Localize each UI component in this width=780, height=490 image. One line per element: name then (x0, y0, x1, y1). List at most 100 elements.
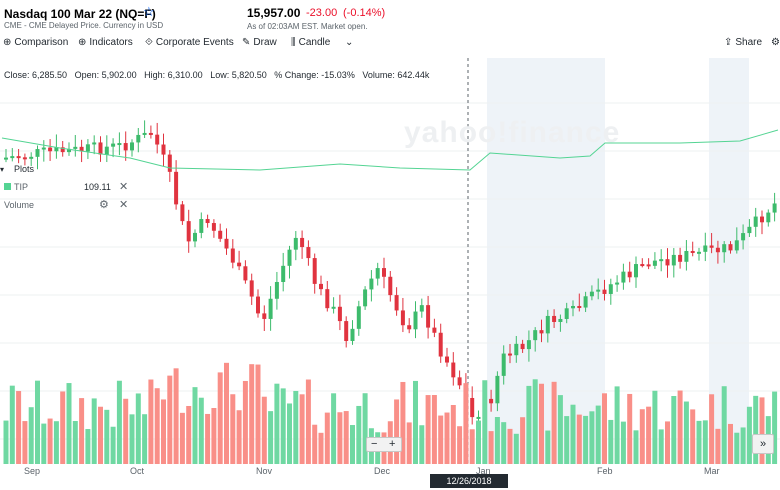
plots-label[interactable]: Plots (14, 164, 35, 174)
candle-body (117, 143, 122, 146)
volume-bar (154, 388, 160, 464)
close-icon[interactable]: ✕ (119, 199, 129, 211)
candle-body (665, 259, 670, 266)
volume-bar (734, 432, 740, 464)
corporate-events-label: Corporate Events (155, 37, 234, 48)
candle-body (419, 305, 424, 312)
ohlc-readout: Close: 6,285.50 Open: 5,902.00 High: 6,3… (4, 70, 429, 80)
candle-body (29, 156, 34, 159)
price-chart[interactable]: yahoo!finance Close: 6,285.50 Open: 5,90… (0, 58, 780, 464)
collapse-caret-icon[interactable]: ▾ (0, 165, 5, 174)
volume-bar (129, 414, 135, 464)
volume-bar (551, 381, 557, 464)
candle-body (558, 318, 563, 322)
volume-bar (236, 410, 242, 464)
indicators-button[interactable]: ⊕ Indicators (78, 37, 133, 48)
shaded-region (487, 58, 605, 464)
volume-bar (620, 421, 626, 464)
candle-body (564, 308, 569, 319)
candle-body (10, 156, 15, 159)
volume-bar (47, 418, 53, 464)
volume-bar (526, 385, 532, 464)
volume-bar (173, 368, 179, 464)
candle-body (520, 343, 525, 350)
candle-button[interactable]: ⫼ Candle (291, 37, 330, 48)
candle-body (230, 248, 235, 263)
symbol-subtitle: CME - CME Delayed Price. Currency in USD (4, 21, 164, 30)
candle-body (363, 289, 368, 307)
crosshair-date-label: 12/26/2018 (430, 474, 508, 488)
volume-bar (595, 405, 601, 464)
volume-bar (602, 393, 607, 464)
candle-body (224, 238, 229, 249)
candle-body (300, 237, 305, 248)
volume-bar (570, 404, 576, 464)
candle-body (281, 265, 286, 282)
volume-bar (690, 409, 696, 464)
volume-bar (539, 383, 544, 464)
candle-body (533, 330, 538, 341)
star-icon[interactable]: ☆ (143, 4, 155, 19)
candle-body (155, 134, 160, 145)
candle-body (438, 332, 443, 357)
volume-bar (41, 423, 47, 464)
chart-toolbar: ⊕ Comparison ⊕ Indicators ⟐ Corporate Event… (0, 34, 780, 54)
volume-bar (564, 416, 570, 464)
volume-bar (677, 390, 683, 464)
candle-body (274, 281, 279, 299)
candle-body (262, 313, 267, 319)
volume-bar (60, 391, 66, 464)
candle-body (312, 258, 317, 284)
corporate-events-button[interactable]: ⟐ Corporate Events (145, 37, 234, 48)
close-icon[interactable]: ✕ (119, 181, 129, 193)
volume-bar (419, 425, 425, 464)
plus-circle-icon: ⊕ (3, 37, 12, 48)
candle-body (577, 305, 582, 308)
gear-icon[interactable]: ⚙ (99, 199, 109, 211)
candle-body (715, 247, 720, 253)
volume-bar (715, 428, 721, 464)
ohlc-high: High: 6,310.00 (144, 70, 203, 80)
volume-bar (79, 398, 85, 464)
chevron-down-icon[interactable]: ⌄ (345, 37, 354, 48)
candle-body (41, 147, 46, 150)
volume-bar (614, 386, 620, 464)
candle-body (98, 142, 103, 155)
volume-bar (104, 409, 110, 464)
x-axis-label-sep: Sep (24, 466, 41, 476)
candle-body (671, 254, 676, 266)
volume-bar (318, 432, 324, 464)
candle-body (331, 306, 336, 309)
volume-bar (494, 417, 500, 464)
candle-body (104, 146, 109, 155)
volume-bar (457, 426, 463, 464)
candle-body (218, 230, 223, 239)
share-button[interactable]: ⇪ Share (724, 37, 762, 48)
candle-body (161, 144, 166, 155)
chart-canvas[interactable] (0, 58, 780, 464)
volume-bar (633, 430, 639, 464)
market-status: As of 02:03AM EST. Market open. (247, 22, 368, 31)
settings-gear-icon[interactable]: ⚙ (771, 37, 780, 48)
volume-bar (179, 412, 185, 464)
comparison-button[interactable]: ⊕ Comparison (3, 37, 68, 48)
candle-body (508, 353, 512, 356)
candle-body (753, 216, 758, 227)
zoom-in-button[interactable]: + (389, 438, 396, 450)
candle-body (73, 146, 78, 149)
volume-bar (589, 411, 595, 464)
volume-bar (520, 417, 526, 464)
volume-bar (639, 409, 645, 464)
candle-body (627, 271, 632, 278)
volume-bar (110, 426, 116, 464)
candle-body (256, 296, 260, 314)
volume-bar (746, 406, 752, 464)
scroll-to-latest-button[interactable]: » (752, 434, 774, 454)
volume-bar (356, 405, 362, 464)
candle-body (35, 149, 40, 157)
candle-body (470, 397, 475, 418)
zoom-out-button[interactable]: − (371, 438, 378, 450)
candle-body (501, 353, 506, 376)
draw-button[interactable]: ✎ Draw (242, 37, 277, 48)
candle-body (741, 233, 746, 241)
